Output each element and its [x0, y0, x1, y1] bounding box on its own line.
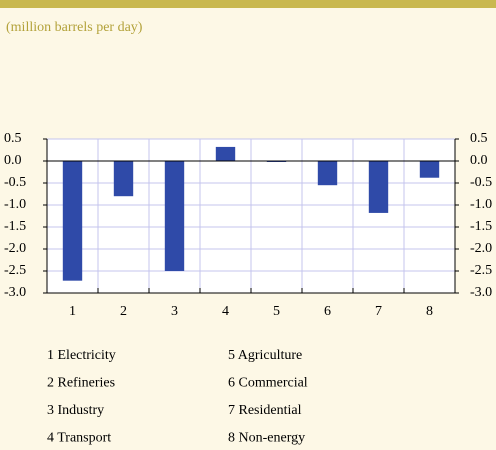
- y-tick-label: -2.0: [4, 241, 26, 256]
- bar: [317, 161, 338, 186]
- legend-entry: 8 Non-energy: [228, 431, 305, 446]
- y2-tick-label: 0.5: [470, 131, 488, 146]
- chart-subtitle: (million barrels per day): [6, 20, 143, 35]
- y2-tick-label: -0.5: [470, 175, 492, 190]
- legend-entry: 2 Refineries: [47, 376, 115, 391]
- y-tick-label: 0.0: [4, 153, 22, 168]
- y-tick-label: -3.0: [4, 285, 26, 300]
- y-tick-label: 0.5: [4, 131, 22, 146]
- y-tick-label: -1.5: [4, 219, 26, 234]
- x-tick-label: 5: [273, 304, 280, 319]
- y2-tick-label: -1.5: [470, 219, 492, 234]
- y2-tick-label: -3.0: [470, 285, 492, 300]
- bar: [164, 161, 185, 271]
- x-tick-label: 4: [222, 304, 229, 319]
- legend-entry: 1 Electricity: [47, 348, 116, 363]
- bar: [419, 161, 440, 178]
- bar: [368, 161, 389, 213]
- x-tick-label: 7: [375, 304, 382, 319]
- legend-entry: 3 Industry: [47, 403, 104, 418]
- legend-entry: 7 Residential: [228, 403, 302, 418]
- bar: [113, 161, 134, 197]
- x-tick-label: 8: [426, 304, 433, 319]
- legend-entry: 5 Agriculture: [228, 348, 302, 363]
- legend-entry: 6 Commercial: [228, 376, 308, 391]
- y-tick-label: -1.0: [4, 197, 26, 212]
- y-tick-label: -0.5: [4, 175, 26, 190]
- y2-tick-label: -2.0: [470, 241, 492, 256]
- bar: [215, 146, 236, 161]
- x-tick-label: 1: [69, 304, 76, 319]
- x-tick-label: 2: [120, 304, 127, 319]
- y-tick-label: -2.5: [4, 263, 26, 278]
- y2-tick-label: 0.0: [470, 153, 488, 168]
- x-tick-label: 3: [171, 304, 178, 319]
- top-band: [0, 0, 496, 8]
- legend-entry: 4 Transport: [47, 431, 111, 446]
- bar: [62, 161, 83, 281]
- y2-tick-label: -2.5: [470, 263, 492, 278]
- x-tick-label: 6: [324, 304, 331, 319]
- y2-tick-label: -1.0: [470, 197, 492, 212]
